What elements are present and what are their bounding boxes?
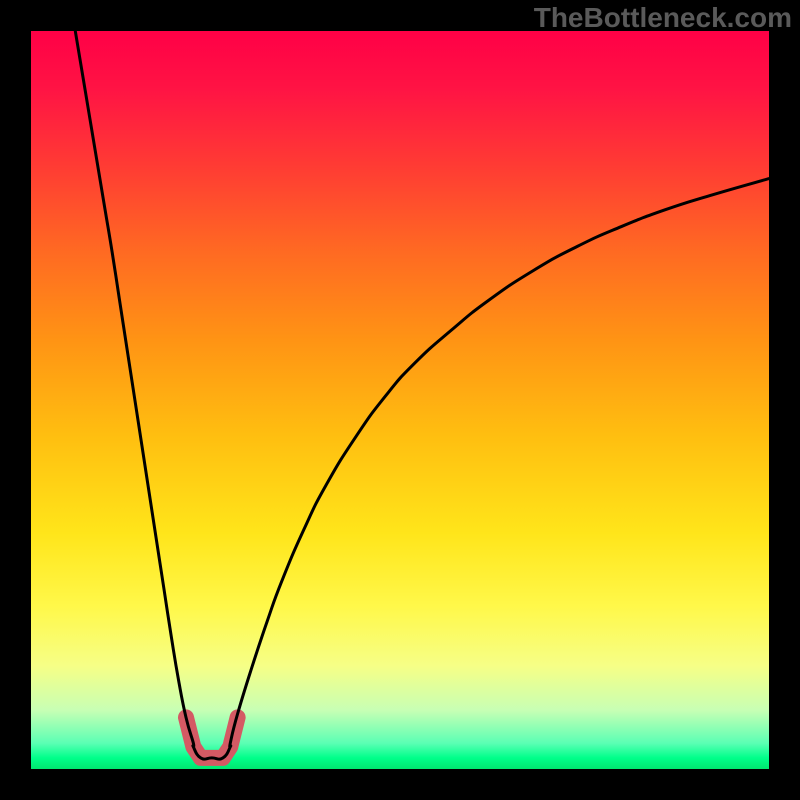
v-curve — [75, 31, 769, 759]
curve-layer — [31, 31, 769, 769]
watermark-text: TheBottleneck.com — [534, 2, 792, 34]
chart-frame: TheBottleneck.com — [0, 0, 800, 800]
floor-marker — [186, 717, 238, 758]
plot-area — [31, 31, 769, 769]
